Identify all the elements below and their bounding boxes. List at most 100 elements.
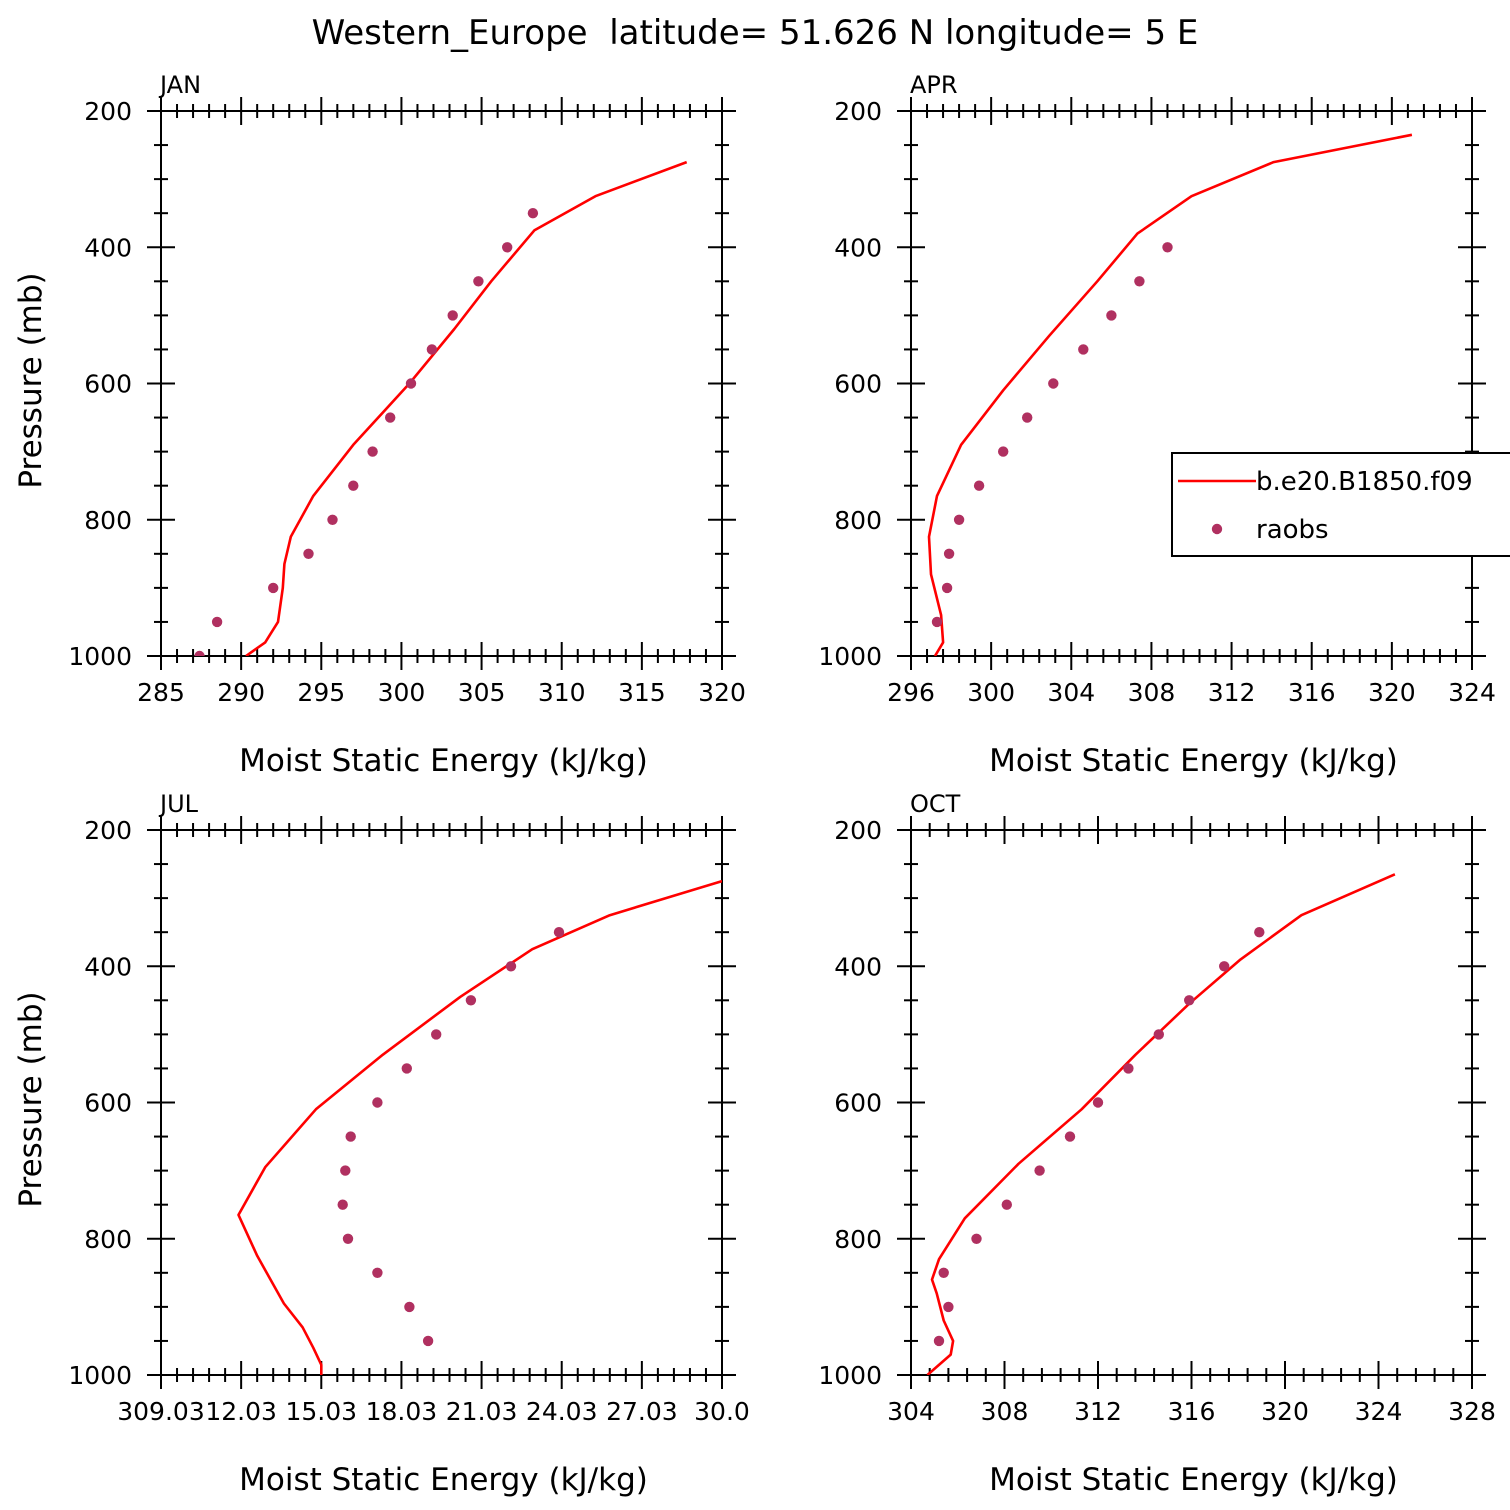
model-profile-line	[926, 873, 1396, 1375]
y-tick-label: 600	[84, 1089, 132, 1118]
y-tick-label: 800	[834, 506, 882, 535]
x-tick-label: 316	[1168, 1397, 1216, 1426]
y-tick-label: 600	[84, 370, 132, 399]
raobs-point	[372, 1267, 383, 1279]
panel-apr: APR 296 300 304 308 312 316 320 324 200 400 600 800 1…	[818, 71, 1495, 779]
raobs-point	[404, 1301, 415, 1313]
panel-title-oct: OCT	[910, 790, 961, 818]
raobs-point	[431, 1029, 442, 1040]
figure-title: Western_Europe latitude= 51.626 N longit…	[312, 13, 1199, 53]
raobs-point	[348, 480, 359, 491]
y-tick-label: 1000	[68, 1361, 132, 1390]
y-tick-label: 200	[84, 97, 132, 126]
x-axis-label: Moist Static Energy (kJ/kg)	[239, 743, 648, 779]
panel-jul: JUL 309.03 12.03 15.03 18.03 21.03 24.03 27.03 3…	[13, 790, 750, 1498]
x-tick-label: 296	[887, 678, 935, 707]
x-tick-label: 285	[137, 678, 185, 707]
raobs-point	[938, 1267, 949, 1279]
x-tick-label: 295	[297, 678, 345, 707]
raobs-point	[971, 1233, 982, 1245]
raobs-point	[372, 1097, 383, 1108]
plot-area-oct	[926, 873, 1396, 1375]
raobs-point	[1134, 276, 1145, 287]
x-tick-label: 320	[1368, 678, 1416, 707]
raobs-point	[1106, 310, 1117, 321]
y-tick-label: 200	[84, 816, 132, 845]
y-tick-label: 1000	[68, 642, 132, 671]
raobs-point	[337, 1199, 348, 1210]
raobs-point	[943, 548, 955, 559]
x-tick-label: 24.03	[526, 1397, 598, 1426]
raobs-point	[933, 1335, 945, 1347]
plot-area-jan	[194, 160, 688, 656]
x-tick-label: 15.03	[285, 1397, 357, 1426]
y-tick-label: 1000	[818, 1361, 882, 1390]
y-tick-label: 400	[84, 233, 132, 262]
model-profile-line	[245, 160, 688, 656]
plot-frame-jan	[160, 110, 723, 657]
raobs-point	[473, 276, 484, 287]
raobs-point	[502, 242, 513, 253]
raobs-point	[401, 1063, 412, 1074]
x-tick-label: 27.03	[606, 1397, 678, 1426]
raobs-point	[211, 616, 223, 628]
x-tick-label: 300	[967, 678, 1015, 707]
raobs-point	[1123, 1063, 1134, 1074]
x-tick-label: 304	[887, 1397, 935, 1426]
raobs-point	[505, 961, 517, 972]
raobs-point	[553, 927, 565, 938]
plot-frame-apr	[910, 110, 1473, 657]
x-tick-label: 312	[1208, 678, 1256, 707]
raobs-point	[1184, 995, 1195, 1006]
panel-title-jul: JUL	[158, 790, 199, 818]
x-tick-label: 30.0	[694, 1397, 750, 1426]
y-tick-label: 200	[834, 816, 882, 845]
raobs-point	[998, 446, 1009, 457]
x-tick-label: 290	[217, 678, 265, 707]
x-tick-label: 320	[1261, 1397, 1309, 1426]
x-tick-label: 312	[1074, 1397, 1122, 1426]
plot-frame-oct	[910, 829, 1473, 1376]
legend-label: raobs	[1256, 515, 1329, 545]
raobs-point	[385, 412, 396, 423]
plot-frame-jul	[160, 829, 723, 1376]
y-tick-label: 600	[834, 1089, 882, 1118]
x-tick-label: 308	[1128, 678, 1176, 707]
x-tick-label: 300	[378, 678, 426, 707]
x-tick-label: 310	[538, 678, 586, 707]
x-tick-label: 12.03	[205, 1397, 277, 1426]
x-tick-label: 324	[1355, 1397, 1403, 1426]
x-tick-label: 309.03	[117, 1397, 204, 1426]
raobs-point	[931, 616, 943, 628]
raobs-point	[367, 446, 378, 457]
raobs-point	[1219, 961, 1230, 972]
x-tick-label: 21.03	[446, 1397, 518, 1426]
y-tick-label: 800	[84, 1225, 132, 1254]
raobs-point	[327, 514, 338, 525]
y-tick-label: 400	[834, 952, 882, 981]
raobs-point	[973, 480, 985, 491]
raobs-point	[1034, 1165, 1045, 1176]
raobs-point	[943, 1301, 954, 1313]
raobs-point	[268, 582, 279, 594]
raobs-point	[426, 344, 438, 355]
x-tick-label: 328	[1448, 1397, 1496, 1426]
legend-box	[1171, 452, 1510, 557]
x-axis-label: Moist Static Energy (kJ/kg)	[239, 1462, 648, 1498]
raobs-point	[1254, 927, 1265, 938]
y-tick-label: 400	[84, 952, 132, 981]
y-tick-label: 600	[834, 370, 882, 399]
x-tick-label: 308	[981, 1397, 1029, 1426]
x-tick-label: 315	[618, 678, 666, 707]
raobs-point	[1001, 1199, 1012, 1210]
raobs-point	[1064, 1131, 1076, 1142]
raobs-point	[941, 582, 953, 594]
panel-title-jan: JAN	[158, 71, 201, 99]
x-tick-label: 316	[1288, 678, 1336, 707]
y-tick-label: 800	[834, 1225, 882, 1254]
raobs-point	[303, 548, 314, 559]
raobs-point	[1153, 1029, 1165, 1040]
y-tick-label: 400	[834, 233, 882, 262]
x-axis-label: Moist Static Energy (kJ/kg)	[989, 743, 1398, 779]
